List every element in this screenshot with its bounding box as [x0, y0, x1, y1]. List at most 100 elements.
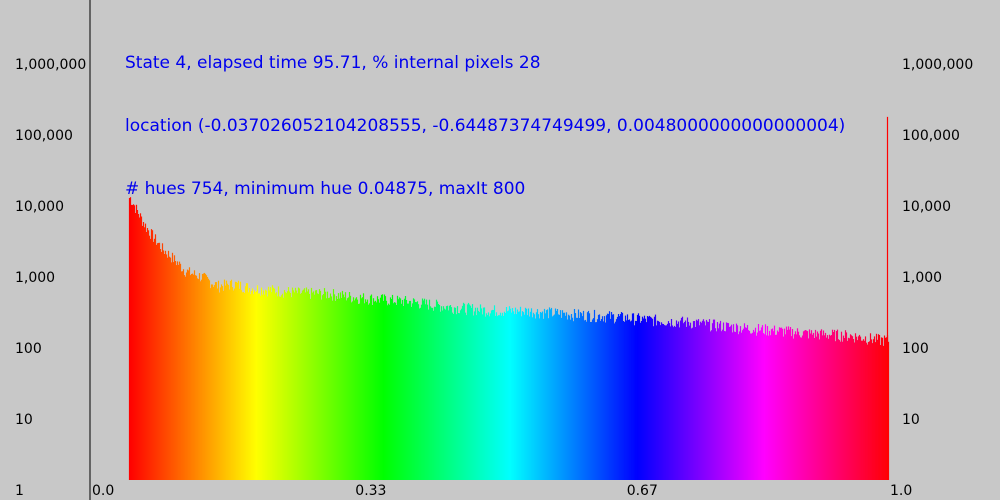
histogram-bar: [801, 335, 804, 480]
histogram-bar: [207, 278, 210, 480]
histogram-bar: [543, 308, 546, 480]
histogram-bar: [559, 310, 562, 480]
histogram-bar: [417, 304, 420, 480]
histogram-bar: [675, 320, 678, 480]
histogram-bar: [443, 308, 446, 480]
histogram-bar: [547, 318, 550, 480]
histogram-bar: [885, 337, 888, 480]
histogram-bar: [517, 311, 520, 480]
histogram-bar: [221, 286, 224, 480]
histogram-bar: [803, 330, 806, 480]
histogram-bar: [202, 273, 205, 480]
histogram-bar: [668, 323, 671, 480]
histogram-bar: [302, 289, 305, 480]
histogram-bar: [146, 228, 149, 480]
histogram-bar: [344, 292, 347, 480]
histogram-bar: [633, 325, 636, 480]
histogram-bar: [795, 334, 798, 480]
histogram-bar: [619, 314, 622, 480]
histogram-bar: [219, 287, 222, 480]
histogram-bar: [778, 327, 781, 480]
histogram-bar: [162, 250, 165, 480]
histogram-bar: [209, 288, 212, 480]
histogram-bar: [442, 306, 445, 480]
histogram-bar: [548, 307, 551, 480]
histogram-bar: [616, 316, 619, 480]
histogram-bar: [627, 320, 630, 480]
histogram-bar: [223, 279, 226, 480]
histogram-bar: [247, 292, 250, 480]
histogram-bar: [258, 293, 261, 480]
x-tick-label: 1.0: [890, 483, 912, 499]
histogram-bar: [326, 291, 329, 480]
histogram-bar: [667, 321, 670, 480]
histogram-bar: [342, 294, 345, 480]
histogram-bar: [583, 320, 586, 480]
histogram-bar: [701, 320, 704, 480]
histogram-bar: [589, 322, 592, 480]
histogram-bar: [857, 336, 860, 480]
histogram-bar: [380, 294, 383, 480]
histogram-bar: [450, 307, 453, 480]
histogram-bar: [680, 317, 683, 480]
histogram-bar: [245, 283, 248, 480]
histogram-bar: [419, 307, 422, 480]
histogram-bar: [550, 307, 553, 480]
histogram-bar: [452, 314, 455, 480]
histogram-bar: [194, 275, 197, 480]
histogram-bar: [188, 267, 191, 480]
histogram-bar: [155, 244, 158, 480]
histogram-bar: [140, 216, 143, 480]
histogram-bar: [502, 315, 505, 480]
histogram-bar: [881, 337, 884, 480]
histogram-bar: [225, 280, 228, 480]
histogram-bar: [325, 298, 328, 480]
histogram-bar: [216, 288, 219, 480]
histogram-bar: [385, 300, 388, 480]
histogram-bar: [856, 340, 859, 480]
histogram-bar: [363, 303, 366, 480]
histogram-bar: [631, 313, 634, 480]
histogram-bar: [301, 290, 304, 480]
histogram-bar: [749, 333, 752, 480]
histogram-bar: [264, 289, 267, 480]
histogram-bar: [335, 296, 338, 480]
histogram-bar: [553, 314, 556, 480]
histogram-bar: [463, 303, 466, 480]
histogram-bar: [316, 293, 319, 480]
histogram-bar: [528, 316, 531, 480]
histogram-bar: [736, 325, 739, 480]
histogram-bar: [356, 299, 359, 480]
histogram-bar: [360, 298, 363, 480]
histogram-bar: [507, 310, 510, 480]
histogram-bar: [871, 343, 874, 480]
histogram-bar: [754, 327, 757, 480]
histogram-bar: [588, 313, 591, 480]
histogram-bar: [170, 262, 173, 480]
histogram-bar: [879, 345, 882, 480]
histogram-bar: [532, 312, 535, 480]
histogram-bar: [755, 335, 758, 480]
histogram-bar: [429, 306, 432, 480]
histogram-bar: [445, 306, 448, 480]
histogram-bar: [659, 325, 662, 480]
histogram-bar: [406, 303, 409, 480]
histogram-bar: [318, 289, 321, 480]
histogram-bar: [858, 334, 861, 480]
histogram-bar: [184, 276, 187, 480]
histogram-bar: [275, 292, 278, 480]
histogram-bar: [816, 331, 819, 480]
histogram-bar: [613, 323, 616, 480]
histogram-bar: [703, 321, 706, 480]
histogram-bar: [470, 307, 473, 480]
histogram-bar: [657, 321, 660, 480]
histogram-bar: [505, 307, 508, 480]
histogram-bar: [511, 308, 514, 480]
histogram-bar: [541, 311, 544, 480]
histogram-bar: [496, 316, 499, 480]
histogram-bar: [843, 338, 846, 480]
histogram-bar: [479, 304, 482, 480]
histogram-bar: [809, 333, 812, 480]
histogram-bar: [828, 334, 831, 480]
histogram-bar: [733, 331, 736, 480]
